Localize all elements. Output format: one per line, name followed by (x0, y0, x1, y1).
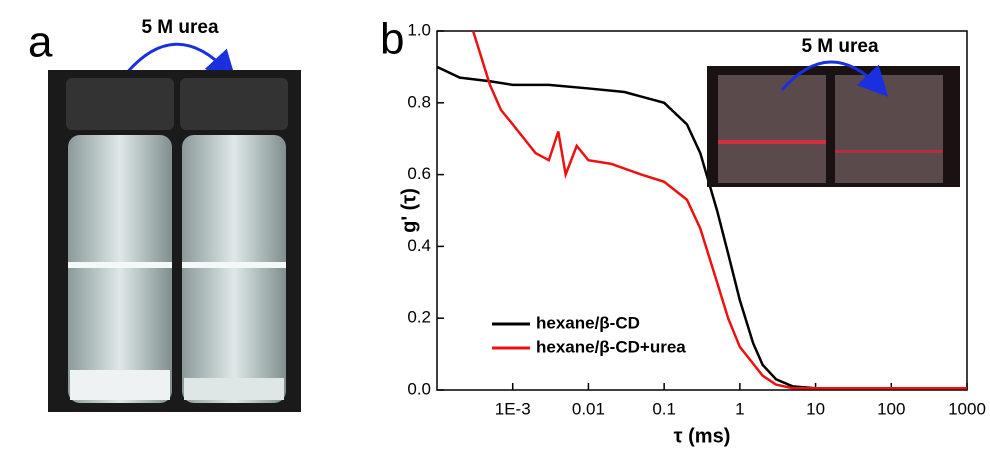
plot: 0.0 0.2 0.4 0.6 0.8 1.0 1E-3 0.01 0.1 1 10 100 1000 τ… (398, 20, 986, 447)
inset-photo (707, 66, 960, 187)
y-tick-label: 0.4 (407, 236, 431, 255)
x-tick-label: 10 (806, 399, 825, 418)
y-tick-label: 0.0 (407, 379, 431, 398)
photo-annotation: 5 M urea (141, 17, 219, 38)
panel-label: b (380, 15, 404, 64)
x-axis-label: τ (ms) (674, 425, 731, 447)
legend-label: hexane/β-CD (536, 313, 640, 332)
arrow (123, 42, 237, 81)
series-line (471, 30, 967, 390)
x-tick-label: 0.1 (652, 399, 676, 418)
legend-label: hexane/β-CD+urea (536, 337, 686, 356)
x-tick-label: 0.01 (572, 399, 605, 418)
y-tick-label: 0.6 (407, 164, 431, 183)
arrow (780, 60, 889, 97)
plot-frame (436, 30, 968, 391)
y-tick-label: 0.8 (407, 92, 431, 111)
vial-photo (48, 70, 301, 412)
x-tick-label: 1E-3 (495, 399, 531, 418)
y-axis-label: g' (τ) (398, 188, 420, 233)
y-tick-label: 0.2 (407, 308, 431, 327)
panel-label: a (28, 18, 53, 67)
y-tick-label: 1.0 (407, 20, 431, 39)
x-tick-label: 100 (877, 399, 905, 418)
x-tick-label: 1000 (948, 399, 986, 418)
inset-annotation: 5 M urea (801, 36, 879, 57)
x-tick-label: 1 (735, 399, 744, 418)
